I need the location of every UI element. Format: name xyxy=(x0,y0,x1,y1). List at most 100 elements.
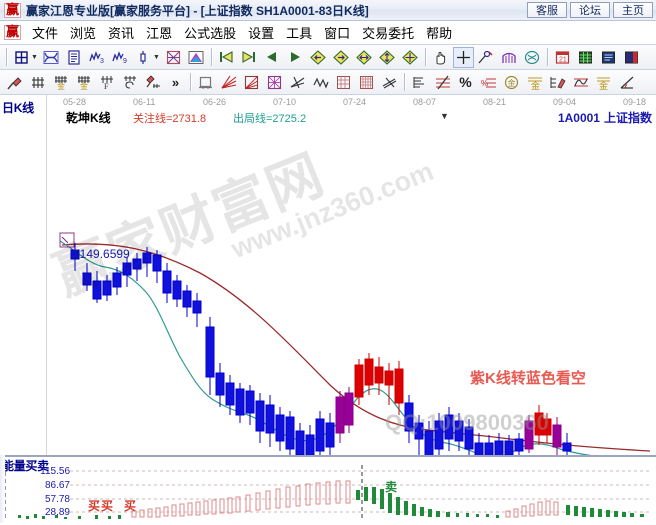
last-page-icon[interactable] xyxy=(239,47,260,68)
news-list-icon[interactable] xyxy=(598,47,619,68)
gann-box-fan-icon[interactable] xyxy=(241,72,262,93)
pen-draw-icon[interactable] xyxy=(4,72,25,93)
gann-f-tool-icon[interactable]: F xyxy=(96,72,117,93)
grid-table-icon[interactable] xyxy=(575,47,596,68)
forum-button[interactable]: 论坛 xyxy=(570,2,610,18)
single-candle-icon[interactable] xyxy=(133,47,154,68)
indicator-scale-label: 57.78 xyxy=(44,494,70,505)
net-chart-icon[interactable] xyxy=(41,47,62,68)
crosshair-icon[interactable] xyxy=(452,46,474,68)
gold-lines-icon[interactable]: 金 xyxy=(524,72,545,93)
candlestick-series xyxy=(70,243,572,483)
zoom-right-icon[interactable] xyxy=(331,47,352,68)
date-tick: 07-24 xyxy=(343,97,367,107)
report-icon[interactable] xyxy=(64,47,85,68)
indicator-panel[interactable]: 能量买卖 xyxy=(0,455,656,525)
buy-signal-label: 买 xyxy=(88,499,101,513)
energy-indicator-svg xyxy=(4,465,650,519)
svg-text:金: 金 xyxy=(508,78,516,88)
date-tick: 06-26 xyxy=(203,97,227,107)
svg-text:金: 金 xyxy=(80,81,88,90)
menu-item-gann[interactable]: 江恩 xyxy=(146,26,173,41)
chart-9-bars-icon[interactable]: 9 xyxy=(110,47,131,68)
chart-frame-icon[interactable] xyxy=(195,72,216,93)
menu-item-browse[interactable]: 浏览 xyxy=(70,26,97,41)
watch-line-value: 关注线=2731.8 xyxy=(133,113,207,125)
symbol-code: 1A0001 xyxy=(557,111,600,125)
price-ladder-icon[interactable] xyxy=(409,72,430,93)
menu-item-formula-stock-pick[interactable]: 公式选股 xyxy=(184,26,237,41)
candlestick-chart-svg xyxy=(48,232,651,488)
menu-item-file[interactable]: 文件 xyxy=(32,26,59,41)
svg-text:9: 9 xyxy=(123,58,127,65)
gann-gold-tool-1-icon[interactable]: 金 xyxy=(50,72,71,93)
app-logo-icon: 赢 xyxy=(4,2,22,18)
menu-item-trade-order[interactable]: 交易委托 xyxy=(362,26,415,41)
calendar-day-icon[interactable] xyxy=(11,47,32,68)
panel-split-icon[interactable] xyxy=(621,47,642,68)
zoom-vertical-icon[interactable] xyxy=(377,47,398,68)
fan-tool-icon[interactable] xyxy=(499,47,520,68)
high-price-marker xyxy=(59,232,75,248)
panel-left-edge xyxy=(0,455,5,523)
indicator-scale-label: 86.67 xyxy=(44,480,70,491)
gann-gold-tool-2-icon[interactable]: 金 xyxy=(73,72,94,93)
gann-spiral-icon[interactable] xyxy=(119,72,140,93)
homepage-button[interactable]: 主页 xyxy=(613,2,653,18)
prev-icon[interactable] xyxy=(262,47,283,68)
zoom-all-icon[interactable] xyxy=(400,47,421,68)
gann-square-icon[interactable] xyxy=(264,72,285,93)
gold-box-icon[interactable]: 金 xyxy=(593,72,614,93)
chart-3-bars-icon[interactable]: 3 xyxy=(87,47,108,68)
parallel-lines-icon[interactable] xyxy=(379,72,400,93)
svg-text:3: 3 xyxy=(100,58,104,65)
gann-fan-red-icon[interactable] xyxy=(218,72,239,93)
zoom-left-icon[interactable] xyxy=(308,47,329,68)
percent-lines-icon[interactable]: % xyxy=(478,72,499,93)
pen-measure-icon[interactable] xyxy=(142,72,163,93)
hand-pan-icon[interactable] xyxy=(430,47,451,68)
angle-measure-icon[interactable] xyxy=(616,72,637,93)
menu-item-tools[interactable]: 工具 xyxy=(286,26,313,41)
date-axis: 05-28 06-11 06-26 07-10 07-24 08-07 08-2… xyxy=(48,97,656,109)
pen-ruler-icon[interactable] xyxy=(547,72,568,93)
menu-item-help[interactable]: 帮助 xyxy=(426,26,453,41)
gold-circle-icon[interactable]: 金 xyxy=(501,72,522,93)
draw-marker-icon[interactable] xyxy=(476,47,497,68)
indicator-scale-label: 28.89 xyxy=(44,507,70,518)
toolbar-overflow-icon[interactable]: » xyxy=(171,74,180,90)
customer-service-button[interactable]: 客服 xyxy=(527,2,567,18)
gann-fan-box-icon[interactable] xyxy=(163,47,184,68)
chevron-down-icon[interactable]: ▼ xyxy=(31,53,38,61)
chevron-down-icon-2[interactable]: ▼ xyxy=(152,53,160,61)
wave-line-icon[interactable] xyxy=(310,72,331,93)
grid-red-icon[interactable] xyxy=(333,72,354,93)
toolbar2-separator-2 xyxy=(404,73,405,91)
date-tick: 08-07 xyxy=(413,97,437,107)
toolbar-separator-4 xyxy=(546,48,548,66)
date-tick: 05-28 xyxy=(63,97,87,107)
menu-item-settings[interactable]: 设置 xyxy=(248,26,275,41)
gann-grid-icon[interactable] xyxy=(27,72,48,93)
color-spectrum-icon[interactable] xyxy=(186,47,207,68)
channel-red-icon[interactable] xyxy=(570,72,591,93)
sell-signal-label: 卖 xyxy=(385,480,398,494)
menu-item-news[interactable]: 资讯 xyxy=(108,26,135,41)
chart-area[interactable]: 日K线 05-28 06-11 06-26 07-10 07-24 08-07 … xyxy=(0,95,656,493)
pan-horizontal-icon[interactable] xyxy=(354,47,375,68)
annotation-bearish-text: 紫K线转蓝色看空 xyxy=(470,370,586,387)
date-tick: 09-18 xyxy=(623,97,647,107)
percent-fib-icon[interactable] xyxy=(432,72,453,93)
angle-lines-icon[interactable] xyxy=(287,72,308,93)
first-page-icon[interactable] xyxy=(216,47,237,68)
calendar-icon[interactable]: 21 xyxy=(552,47,573,68)
next-icon[interactable] xyxy=(285,47,306,68)
menu-item-window[interactable]: 窗口 xyxy=(324,26,351,41)
symbol-label: 1A0001 上证指数 xyxy=(558,109,652,126)
svg-text:21: 21 xyxy=(559,56,567,63)
percent-icon[interactable]: % xyxy=(459,74,472,90)
chevron-down-icon-chart[interactable]: ▼ xyxy=(440,111,449,121)
svg-text:F: F xyxy=(104,82,109,90)
brain-analysis-icon[interactable] xyxy=(522,47,543,68)
grid-dense-icon[interactable] xyxy=(356,72,377,93)
